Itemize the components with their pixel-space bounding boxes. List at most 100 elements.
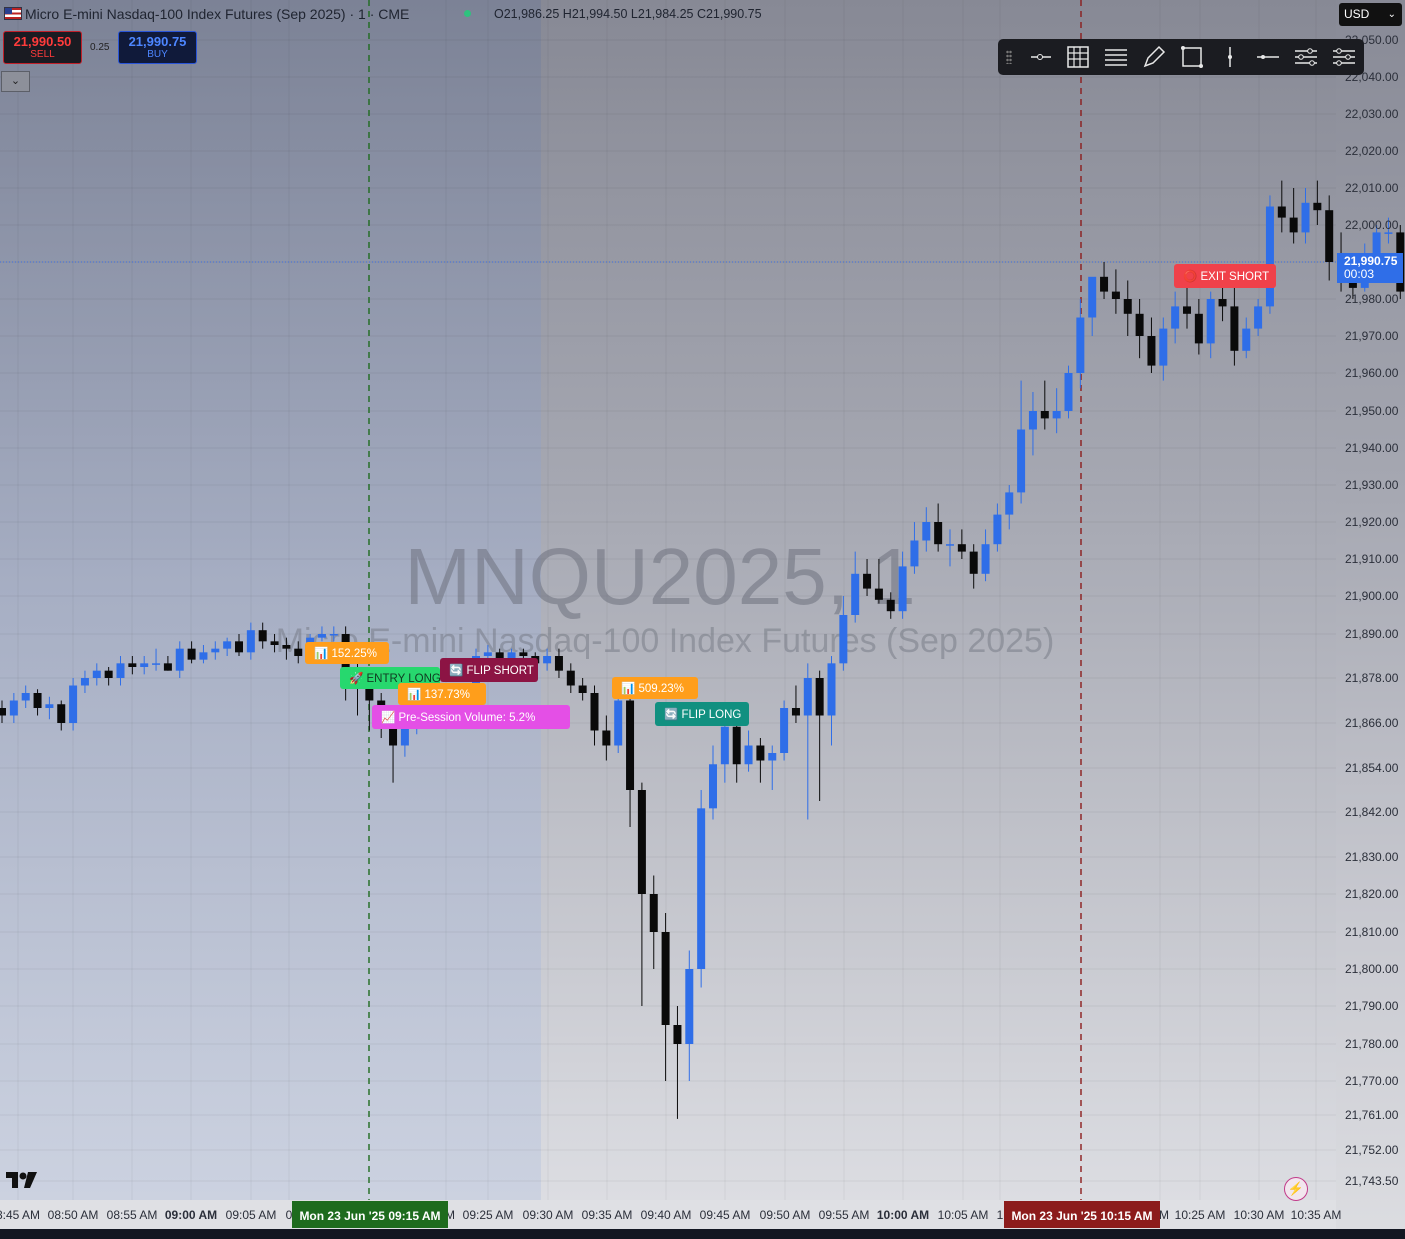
- y-tick-label: 21,950.00: [1345, 404, 1399, 418]
- candle-body: [365, 685, 374, 701]
- fib-grid-icon[interactable]: [1064, 43, 1092, 71]
- y-tick-label: 21,960.00: [1345, 366, 1399, 380]
- symbol-title[interactable]: Micro E-mini Nasdaq-100 Index Futures (S…: [25, 6, 410, 22]
- candle-body: [9, 700, 18, 716]
- y-tick-label: 21,920.00: [1345, 515, 1399, 529]
- candle-body: [768, 753, 777, 761]
- candle-body: [116, 663, 125, 678]
- us-flag-icon: [4, 7, 22, 20]
- candle-body: [400, 726, 409, 746]
- lightning-icon[interactable]: ⚡: [1284, 1177, 1308, 1201]
- buy-price: 21,990.75: [128, 34, 187, 49]
- x-tick-label: 0: [286, 1208, 293, 1222]
- rectangle-icon[interactable]: [1178, 43, 1206, 71]
- candle-body: [886, 599, 895, 612]
- candle-body: [199, 652, 208, 660]
- settings-lines-icon[interactable]: [1330, 43, 1358, 71]
- x-tick-label: 09:30 AM: [523, 1208, 574, 1222]
- x-tick-label: 09:45 AM: [700, 1208, 751, 1222]
- candle-body: [803, 678, 812, 716]
- candle-body: [92, 670, 101, 678]
- market-open-dot-icon: [464, 10, 471, 17]
- y-tick-label: 21,890.00: [1345, 627, 1399, 641]
- candle-body: [744, 745, 753, 765]
- candle-body: [697, 808, 706, 969]
- sell-button[interactable]: 21,990.50 SELL: [3, 31, 82, 64]
- horizontal-ray-icon[interactable]: [1026, 43, 1054, 71]
- x-tick-label: 10:05 AM: [938, 1208, 989, 1222]
- currency-select[interactable]: USD ⌄: [1339, 3, 1402, 26]
- buy-button[interactable]: 21,990.75 BUY: [118, 31, 197, 64]
- sell-price: 21,990.50: [13, 34, 72, 49]
- candle-body: [104, 670, 113, 678]
- candle-body: [1230, 306, 1239, 351]
- sell-label: SELL: [30, 49, 55, 60]
- y-tick-label: 21,900.00: [1345, 589, 1399, 603]
- drag-handle-icon[interactable]: [1006, 50, 1012, 64]
- candle-body: [673, 1025, 682, 1044]
- candle-body: [1183, 306, 1191, 314]
- vertical-line-icon[interactable]: [1216, 43, 1244, 71]
- candle-body: [1028, 411, 1037, 430]
- last-price-value: 21,990.75: [1344, 254, 1398, 268]
- candle-body: [898, 566, 907, 612]
- candle-body: [969, 551, 978, 574]
- x-tick-label: 08:55 AM: [107, 1208, 158, 1222]
- candle-body: [1384, 232, 1393, 234]
- y-tick-label: 21,752.00: [1345, 1143, 1399, 1157]
- x-tick-label: 09:00 AM: [165, 1208, 217, 1222]
- candle-body: [1005, 492, 1014, 515]
- x-tick-label: 1: [997, 1208, 1004, 1222]
- candle-body: [1123, 299, 1132, 314]
- horizontal-line-icon[interactable]: [1254, 43, 1282, 71]
- spread-value: 0.25: [90, 42, 110, 53]
- candle-body: [163, 663, 172, 671]
- x-axis: 8:45 AM 08:50 AM 08:55 AM 09:00 AM 09:05 AM 0…: [0, 1201, 1341, 1228]
- candle-body: [1242, 328, 1251, 351]
- candle-body: [258, 630, 267, 642]
- candle-body: [483, 652, 492, 656]
- y-tick-label: 22,020.00: [1345, 144, 1399, 158]
- tradingview-logo-icon[interactable]: [5, 1168, 39, 1192]
- y-tick-label: 21,866.00: [1345, 716, 1399, 730]
- signal-label: 🚀 ENTRY LONG: [349, 671, 441, 685]
- parallel-lines-icon[interactable]: [1102, 43, 1130, 71]
- candle-body: [827, 663, 836, 716]
- candle-body: [152, 663, 161, 665]
- candle-body: [1159, 328, 1168, 366]
- candle-body: [1325, 210, 1334, 262]
- y-tick-label: 22,030.00: [1345, 107, 1399, 121]
- candle-body: [1064, 373, 1073, 411]
- candle-body: [993, 514, 1002, 545]
- candle-body: [1171, 306, 1180, 329]
- candle-body: [934, 522, 943, 545]
- currency-label: USD: [1344, 7, 1370, 21]
- candle-body: [566, 670, 575, 686]
- candle-body: [922, 522, 931, 541]
- signal-label-bg: [440, 658, 538, 682]
- chevron-down-icon: ⌄: [1387, 9, 1396, 20]
- bar-countdown: 00:03: [1344, 267, 1375, 281]
- candle-body: [578, 685, 587, 693]
- y-tick-label: 21,790.00: [1345, 999, 1399, 1013]
- pen-icon[interactable]: [1140, 43, 1168, 71]
- candle-body: [874, 588, 883, 600]
- signal-label: 🔄 FLIP SHORT: [449, 663, 534, 677]
- y-tick-label: 21,743.50: [1345, 1174, 1399, 1188]
- y-tick-label: 21,930.00: [1345, 478, 1399, 492]
- candle-body: [45, 704, 54, 708]
- collapse-panel-button[interactable]: ⌄: [1, 71, 30, 92]
- candle-body: [649, 894, 658, 932]
- candle-body: [246, 630, 255, 653]
- x-tick-label: 10:30 AM: [1234, 1208, 1285, 1222]
- candle-body: [140, 663, 149, 667]
- buy-label: BUY: [147, 49, 168, 60]
- candle-body: [614, 700, 623, 746]
- candle-body: [661, 932, 670, 1025]
- candle-body: [1206, 299, 1215, 344]
- candle-body: [981, 544, 990, 574]
- candle-body: [1254, 306, 1263, 329]
- settings-lines-icon[interactable]: [1292, 43, 1320, 71]
- candle-body: [57, 704, 66, 723]
